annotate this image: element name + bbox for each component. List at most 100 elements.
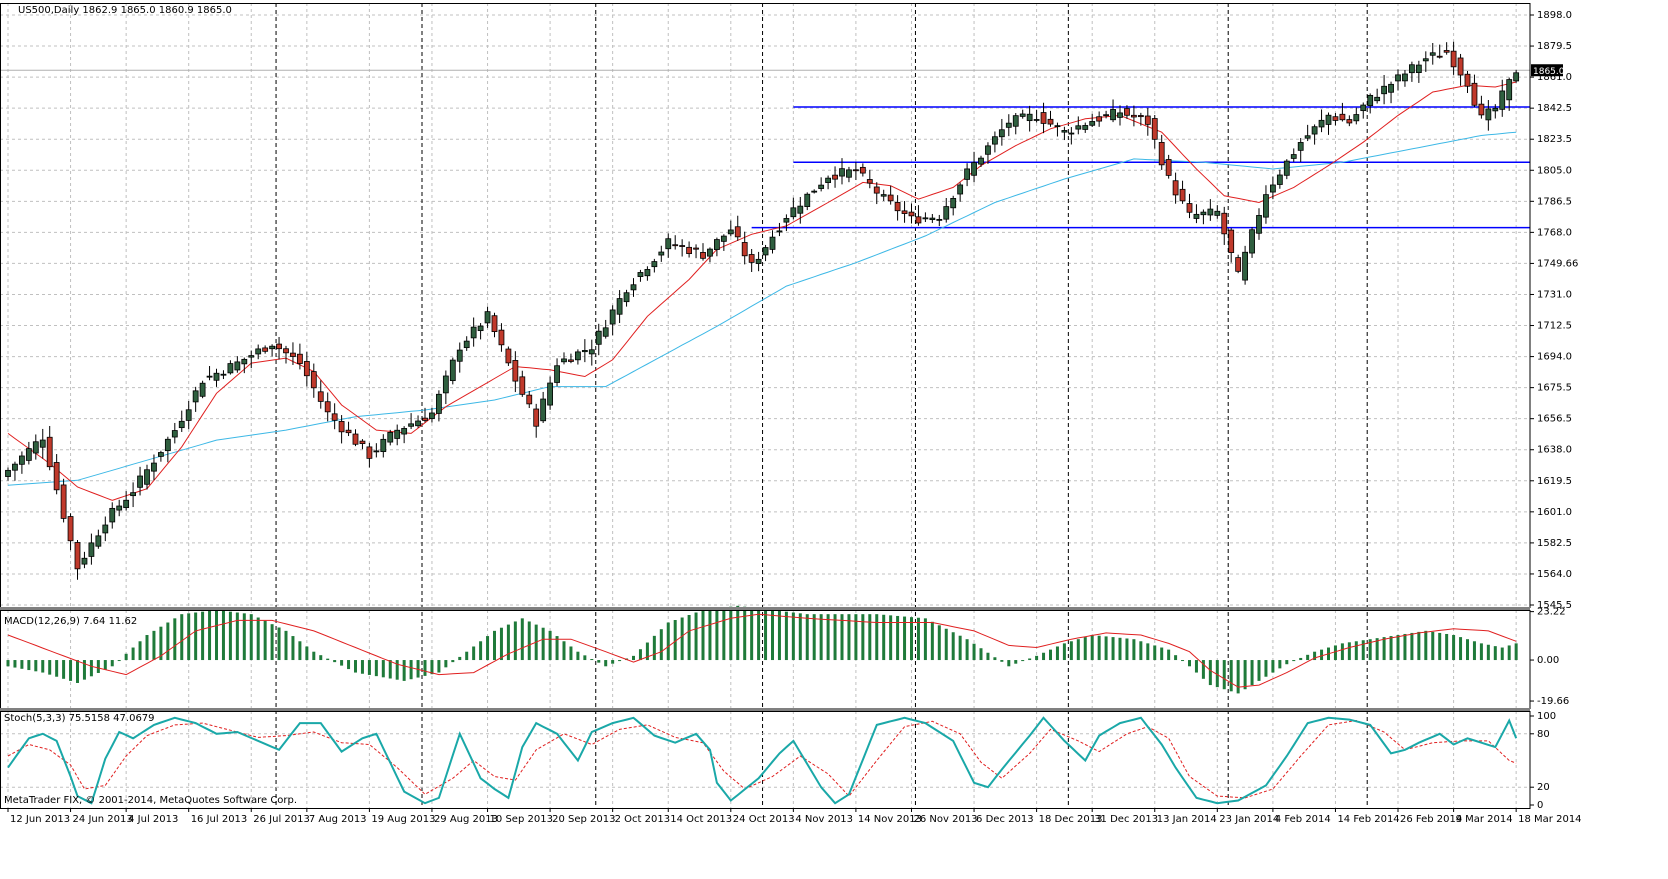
candle-body	[720, 235, 727, 242]
candle	[971, 151, 977, 183]
macd-bar	[854, 614, 858, 661]
candle	[734, 215, 741, 241]
candle-body	[1207, 208, 1214, 216]
candle-body	[1276, 174, 1283, 185]
candle	[269, 344, 276, 357]
macd-bar	[360, 660, 364, 674]
candle-body	[296, 353, 303, 364]
macd-bar	[1320, 649, 1324, 661]
price-tick-label: 1879.5	[1537, 41, 1572, 52]
macd-bar	[1438, 632, 1442, 661]
macd-bar	[736, 605, 740, 661]
candle-body	[109, 507, 116, 523]
candle-body	[199, 382, 206, 397]
macd-bar	[89, 660, 93, 677]
candle	[1110, 99, 1116, 123]
macd-bar	[1229, 660, 1233, 692]
candle	[644, 266, 651, 281]
candle-body	[901, 210, 908, 214]
candle-body	[616, 298, 623, 315]
macd-bar	[76, 660, 79, 683]
candle	[1228, 228, 1235, 263]
macd-bar	[527, 621, 531, 661]
macd-bar	[312, 651, 316, 661]
macd-tick-label: 0.00	[1537, 655, 1559, 666]
candle	[408, 413, 415, 430]
candle-body	[1151, 118, 1158, 140]
candle-body	[422, 417, 428, 421]
candle	[915, 205, 922, 226]
macd-bar	[604, 660, 608, 667]
candle-body	[185, 409, 192, 421]
candle-body	[658, 251, 665, 256]
candle-body	[693, 247, 699, 250]
candle	[547, 376, 553, 410]
macd-bar	[506, 624, 510, 661]
candle	[693, 244, 699, 259]
macd-bar	[166, 622, 170, 661]
candle	[1290, 148, 1297, 162]
macd-bar	[1146, 643, 1150, 661]
macd-bar	[298, 641, 302, 661]
time-tick-label: 7 Aug 2013	[309, 814, 367, 825]
candle-body	[588, 349, 595, 355]
candle-body	[797, 205, 804, 214]
macd-bar	[1160, 647, 1164, 661]
price-tick-label: 1601.0	[1537, 507, 1572, 518]
candle	[123, 491, 130, 511]
candle-body	[380, 438, 387, 453]
macd-bar	[110, 660, 114, 667]
candle	[1207, 199, 1214, 221]
macd-bar	[305, 646, 309, 661]
candle	[1346, 115, 1353, 127]
candle	[908, 203, 915, 224]
candle	[623, 289, 630, 307]
panel-frame	[0, 3, 1531, 608]
candle-body	[853, 169, 859, 172]
price-tick-label: 1638.0	[1537, 445, 1572, 456]
candle	[1089, 113, 1096, 128]
macd-tick-label: -19.66	[1537, 696, 1569, 707]
candle	[672, 235, 679, 250]
candle	[1165, 154, 1172, 179]
candle-body	[477, 325, 484, 332]
macd-bar	[374, 660, 378, 677]
price-tick-label: 1768.0	[1537, 227, 1572, 238]
candle	[595, 323, 602, 356]
candle-body	[429, 412, 435, 419]
candle-body	[769, 236, 776, 250]
candle	[1374, 88, 1381, 104]
time-tick-label: 24 Oct 2013	[733, 814, 795, 825]
macd-bar	[937, 625, 941, 661]
macd-bar	[555, 636, 559, 661]
candle-body	[929, 217, 936, 221]
macd-bar	[1000, 660, 1004, 662]
macd-bar	[1264, 660, 1268, 677]
candle-body	[637, 272, 644, 277]
macd-bar	[1410, 632, 1414, 661]
candle	[366, 442, 373, 468]
macd-bar	[562, 641, 566, 661]
macd-bar	[291, 636, 295, 661]
macd-bar	[13, 660, 17, 668]
candle-body	[602, 327, 609, 337]
macd-signal-line	[7, 613, 1517, 688]
grid-layer	[0, 3, 1530, 808]
macd-bar	[576, 651, 580, 661]
candle	[88, 533, 95, 565]
time-tick-label: 10 Sep 2013	[490, 814, 553, 825]
candle-body	[1158, 141, 1165, 166]
current-price-label: 1865.0	[1533, 67, 1565, 77]
candle	[1506, 77, 1513, 111]
macd-bar	[757, 608, 761, 661]
candle-body	[1429, 52, 1436, 56]
macd-bar	[1194, 660, 1198, 673]
time-tick-label: 24 Jun 2013	[73, 814, 133, 825]
candle	[303, 351, 310, 387]
candle-body	[1436, 55, 1443, 58]
candle	[1276, 169, 1283, 189]
macd-bar	[1208, 660, 1212, 686]
macd-bar	[1493, 646, 1497, 661]
